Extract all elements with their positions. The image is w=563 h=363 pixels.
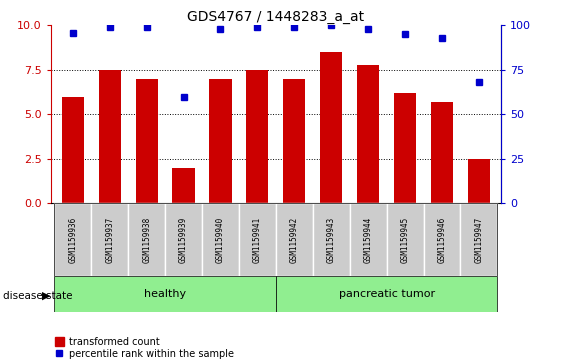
Text: GSM1159940: GSM1159940 <box>216 216 225 263</box>
Bar <box>283 79 305 203</box>
Bar <box>276 276 497 312</box>
Bar <box>357 65 379 203</box>
Text: GSM1159939: GSM1159939 <box>179 216 188 263</box>
Bar <box>468 159 490 203</box>
Legend: transformed count, percentile rank within the sample: transformed count, percentile rank withi… <box>51 333 238 363</box>
Bar <box>387 203 423 276</box>
Bar <box>423 203 461 276</box>
Bar <box>99 70 121 203</box>
Bar <box>209 79 231 203</box>
Text: GSM1159947: GSM1159947 <box>475 216 484 263</box>
Bar <box>320 52 342 203</box>
Bar <box>172 168 195 203</box>
Text: GSM1159945: GSM1159945 <box>401 216 410 263</box>
Bar <box>394 93 416 203</box>
Bar <box>55 203 91 276</box>
Bar <box>128 203 165 276</box>
Text: pancreatic tumor: pancreatic tumor <box>338 289 435 299</box>
Text: GSM1159943: GSM1159943 <box>327 216 336 263</box>
Bar <box>431 102 453 203</box>
Text: ▶: ▶ <box>42 291 51 301</box>
Text: disease state: disease state <box>3 291 72 301</box>
Bar <box>461 203 497 276</box>
Bar <box>202 203 239 276</box>
Bar <box>239 203 276 276</box>
Bar <box>55 276 276 312</box>
Text: GSM1159942: GSM1159942 <box>290 216 299 263</box>
Text: GSM1159946: GSM1159946 <box>437 216 446 263</box>
Title: GDS4767 / 1448283_a_at: GDS4767 / 1448283_a_at <box>187 11 364 24</box>
Text: healthy: healthy <box>144 289 186 299</box>
Bar <box>136 79 158 203</box>
Bar <box>313 203 350 276</box>
Text: GSM1159938: GSM1159938 <box>142 216 151 263</box>
Bar <box>350 203 387 276</box>
Bar <box>62 97 84 203</box>
Text: GSM1159944: GSM1159944 <box>364 216 373 263</box>
Text: GSM1159937: GSM1159937 <box>105 216 114 263</box>
Text: GSM1159936: GSM1159936 <box>68 216 77 263</box>
Bar <box>276 203 313 276</box>
Bar <box>247 70 269 203</box>
Bar <box>91 203 128 276</box>
Text: GSM1159941: GSM1159941 <box>253 216 262 263</box>
Bar <box>165 203 202 276</box>
